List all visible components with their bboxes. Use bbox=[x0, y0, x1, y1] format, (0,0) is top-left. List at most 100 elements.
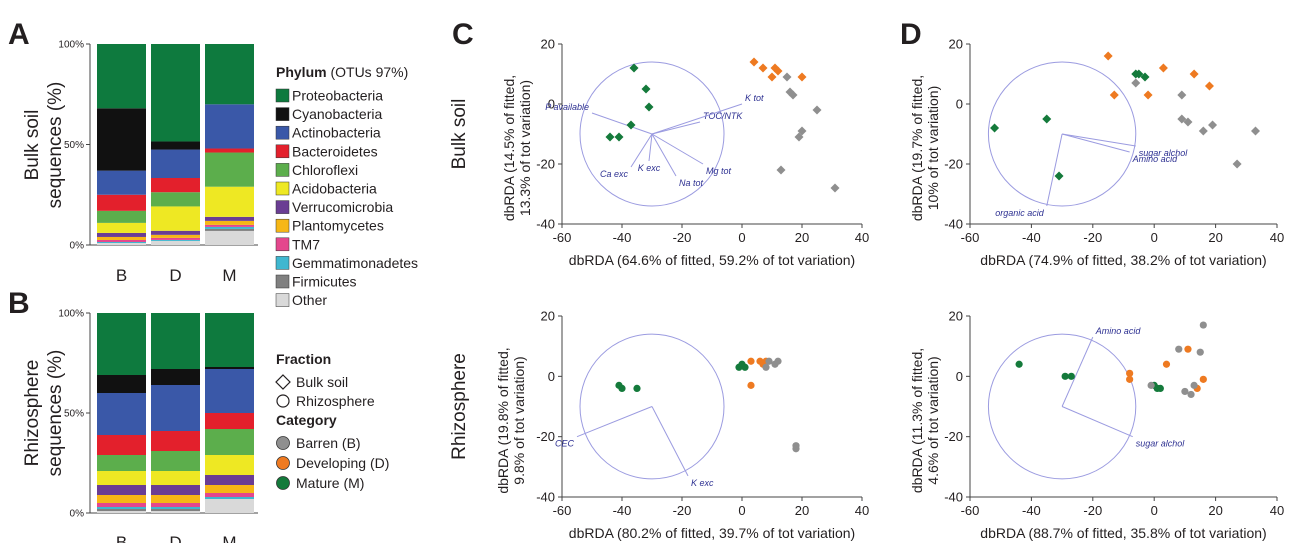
y-axis-label-line: sequences (%) bbox=[45, 350, 66, 477]
bar-segment-verrucomicrobia bbox=[205, 475, 254, 485]
bar-segment-firmicutes bbox=[205, 228, 254, 231]
bar-segment-other bbox=[205, 499, 254, 513]
vector-label-organic-acid: organic acid bbox=[995, 208, 1045, 218]
y-axis-label-line: 9.8% of tot variation) bbox=[511, 356, 527, 484]
legend-label-gemmatimonadetes: Gemmatimonadetes bbox=[292, 255, 418, 271]
y-tick-label: 100% bbox=[58, 40, 84, 51]
bar-segment-other bbox=[151, 511, 200, 513]
bar-segment-verrucomicrobia bbox=[97, 232, 146, 237]
x-tick-label: 0 bbox=[738, 230, 745, 245]
legend-label-tm7: TM7 bbox=[292, 236, 320, 252]
bar-segment-proteobacteria bbox=[205, 44, 254, 105]
bar-charts: 0%50%100%Bulk soil sequences (%)B D M0%50%1… bbox=[22, 40, 258, 543]
x-tick-label: -20 bbox=[1083, 230, 1102, 245]
point-barren bbox=[762, 363, 770, 371]
point-barren bbox=[765, 357, 773, 365]
bar-segment-proteobacteria bbox=[151, 313, 200, 369]
y-tick-label: 50% bbox=[64, 409, 84, 420]
point-developing bbox=[1158, 63, 1168, 73]
legend-swatch-actinobacteria bbox=[275, 125, 290, 140]
bar-segment-chloroflexi bbox=[97, 455, 146, 471]
vector-sugar-alchol bbox=[1061, 406, 1133, 438]
category-label: M bbox=[222, 533, 236, 543]
legend-swatch-acidobacteria bbox=[275, 181, 290, 196]
legend-label-mature-m: Mature (M) bbox=[296, 475, 364, 491]
x-axis-label: dbRDA (64.6% of fitted, 59.2% of tot var… bbox=[569, 252, 855, 268]
legend-swatch-proteobacteria bbox=[275, 88, 290, 103]
bar-chart-b: 0% 50% 100% Rhizosphere sequences (%) B D M bbox=[22, 309, 258, 543]
y-axis-label-line: Bulk soil bbox=[22, 110, 43, 181]
bar-segment-acidobacteria bbox=[205, 186, 254, 217]
bar-segment-plantomycetes bbox=[97, 495, 146, 503]
point-mature bbox=[741, 363, 749, 371]
bar-segment-other bbox=[205, 230, 254, 245]
x-tick-label: -60 bbox=[961, 503, 980, 518]
x-tick-label: -40 bbox=[1022, 503, 1041, 518]
y-axis-label-line: Rhizosphere bbox=[22, 360, 43, 467]
point-mature bbox=[626, 120, 636, 130]
vector-na-tot bbox=[651, 133, 677, 177]
point-barren bbox=[830, 183, 840, 193]
correlation-circle bbox=[579, 61, 725, 207]
y-axis-label: dbRDA (14.5% of fitted,13.3% of tot vari… bbox=[501, 75, 533, 221]
x-tick-label: 40 bbox=[855, 230, 869, 245]
bar-segment-chloroflexi bbox=[151, 451, 200, 471]
y-axis-label-line: sequences (%) bbox=[45, 82, 66, 209]
point-developing bbox=[758, 63, 768, 73]
bar-segment-actinobacteria bbox=[151, 149, 200, 178]
bar-segment-acidobacteria bbox=[97, 222, 146, 233]
x-tick-label: 40 bbox=[1270, 230, 1284, 245]
y-axis-label: dbRDA (19.7% of fitted,10% of tot variat… bbox=[909, 75, 941, 221]
vector-organic-acid bbox=[1046, 133, 1063, 207]
legend-label-plantomycetes: Plantomycetes bbox=[292, 218, 384, 234]
legend-swatch-chloroflexi bbox=[275, 163, 290, 177]
bar-segment-plantomycetes bbox=[151, 234, 200, 238]
bar-segment-proteobacteria bbox=[205, 313, 254, 367]
x-tick-label: 40 bbox=[1270, 503, 1284, 518]
panel-letter-c: C bbox=[452, 18, 474, 51]
x-tick-label: -40 bbox=[613, 230, 632, 245]
legend-phylum-subtitle: (OTUs 97%) bbox=[327, 64, 409, 80]
bar-segment-plantomycetes bbox=[151, 495, 200, 503]
point-developing bbox=[767, 72, 777, 82]
bar-segment-verrucomicrobia bbox=[205, 216, 254, 221]
point-mature bbox=[1015, 360, 1023, 368]
point-mature bbox=[618, 384, 626, 392]
vector-label-k-tot: K tot bbox=[745, 93, 764, 103]
vector-label-cec: CEC bbox=[555, 439, 575, 449]
point-developing bbox=[749, 57, 759, 67]
point-barren bbox=[782, 72, 792, 82]
point-developing bbox=[797, 72, 807, 82]
bar-segment-plantomycetes bbox=[205, 485, 254, 493]
point-barren bbox=[1190, 381, 1198, 389]
y-tick-label: -40 bbox=[536, 490, 555, 505]
point-mature bbox=[614, 132, 624, 142]
vector-label-sugar-alchol: sugar alchol bbox=[1136, 439, 1186, 449]
point-barren bbox=[788, 90, 798, 100]
panel-letter-a: A bbox=[8, 18, 30, 51]
vector-label-k-exc: K exc bbox=[638, 163, 661, 173]
y-tick-label: 0 bbox=[548, 97, 555, 112]
bar-segment-gemmatimonadetes bbox=[151, 507, 200, 509]
bar-segment-gemmatimonadetes bbox=[97, 507, 146, 509]
point-mature bbox=[605, 132, 615, 142]
bar-segment-actinobacteria bbox=[205, 369, 254, 413]
point-developing bbox=[1184, 345, 1192, 353]
point-mature bbox=[641, 84, 651, 94]
bar-segment-cyanobacteria bbox=[97, 375, 146, 393]
point-developing bbox=[747, 357, 755, 365]
legend: Phylum (OTUs 97%) Proteobacteria Cyanobact… bbox=[275, 64, 418, 491]
bar-segment-gemmatimonadetes bbox=[97, 241, 146, 243]
legend-label-verrucomicrobia: Verrucomicrobia bbox=[292, 199, 393, 215]
point-barren bbox=[1175, 345, 1183, 353]
bar-segment-actinobacteria bbox=[97, 170, 146, 195]
bar-segment-gemmatimonadetes bbox=[205, 497, 254, 499]
y-tick-label: 20 bbox=[949, 37, 963, 52]
bar-segment-tm7 bbox=[205, 224, 254, 227]
bar-segment-cyanobacteria bbox=[151, 141, 200, 150]
legend-label-bacteroidetes: Bacteroidetes bbox=[292, 143, 378, 159]
y-tick-label: 100% bbox=[58, 309, 84, 320]
